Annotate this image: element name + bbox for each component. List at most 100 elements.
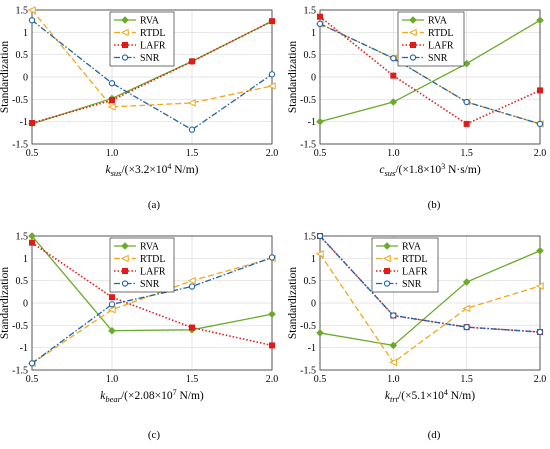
series-line-snr	[319, 235, 541, 333]
series-line-snr	[31, 19, 273, 131]
series-line-rva	[319, 19, 541, 123]
series-line-rva	[31, 235, 273, 332]
data-point-snr	[188, 126, 196, 133]
legend-box	[371, 237, 439, 293]
y-tick-label: -1	[308, 117, 316, 128]
data-point-rtdl	[107, 103, 116, 111]
data-point-lafr	[390, 72, 397, 79]
data-point-lafr	[463, 120, 470, 127]
series-lafr	[316, 13, 544, 127]
y-tick-label: -1.5	[12, 140, 28, 151]
x-axis-label: csus/(×1.8×103 N·s/m)	[379, 162, 480, 178]
data-point-snr	[390, 55, 397, 62]
y-tick-label: 0.5	[304, 276, 317, 287]
legend-label-snr: SNR	[402, 279, 422, 290]
x-tick-label: 1.0	[106, 374, 119, 385]
y-tick-label: 0	[23, 299, 28, 310]
x-tick-label: 0.5	[26, 148, 39, 159]
data-point-rtdl	[187, 99, 196, 107]
legend-marker-rtdl	[120, 254, 129, 263]
x-tick-label: 1.5	[460, 374, 473, 385]
legend-label-snr: SNR	[140, 53, 160, 64]
series-line-rtdl	[319, 253, 541, 364]
data-point-snr	[463, 323, 470, 331]
y-tick-label: -0.5	[300, 95, 316, 106]
y-tick-label: 1.5	[304, 6, 317, 17]
x-tick-label: 2.0	[266, 374, 279, 385]
y-tick-label: -1.5	[300, 140, 316, 151]
y-tick-label: 0	[23, 73, 28, 84]
series-snr	[316, 232, 544, 336]
data-point-snr	[108, 301, 116, 308]
y-tick-label: -0.5	[12, 321, 28, 332]
legend-marker-lafr	[122, 267, 129, 274]
data-point-rva	[316, 117, 324, 126]
y-tick-label: 0.5	[304, 50, 317, 61]
legend-label-rva: RVA	[402, 242, 422, 253]
x-tick-label: 1.0	[387, 374, 400, 385]
x-tick-label: 2.0	[534, 148, 547, 159]
data-point-rtdl	[107, 305, 116, 314]
data-point-lafr	[268, 342, 275, 349]
data-point-rva	[389, 341, 398, 350]
data-point-snr	[463, 98, 470, 106]
data-point-rva	[536, 16, 544, 25]
y-axis-label: Standardization	[287, 41, 299, 113]
legend-marker-rva	[121, 242, 129, 250]
panel-label: (c)	[148, 429, 161, 441]
data-point-lafr	[188, 58, 195, 65]
x-tick-label: 1.5	[186, 374, 199, 385]
series-snr	[28, 254, 276, 367]
y-tick-label: 1	[311, 28, 316, 39]
y-tick-label: -0.5	[12, 95, 28, 106]
y-tick-label: -1	[308, 343, 316, 354]
series-line-rva	[31, 20, 273, 125]
data-point-lafr	[109, 97, 116, 104]
legend-label-lafr: LAFR	[428, 41, 454, 52]
x-axis-label: kbear/(×2.08×107 N/m)	[100, 388, 204, 404]
legend-marker-snr	[383, 280, 391, 287]
y-tick-label: 1.5	[304, 232, 317, 243]
data-point-snr	[390, 312, 397, 319]
series-lafr	[28, 239, 275, 349]
legend-marker-rtdl	[120, 28, 129, 37]
legend-marker-lafr	[122, 42, 129, 49]
data-point-snr	[108, 80, 116, 87]
x-tick-label: 2.0	[266, 148, 279, 159]
data-point-rva	[108, 326, 116, 335]
legend-label-snr: SNR	[428, 53, 448, 64]
legend-label-rtdl: RTDL	[140, 254, 166, 265]
y-tick-label: -1.5	[12, 366, 28, 377]
plot-area-frame	[319, 9, 541, 145]
data-point-snr	[28, 17, 36, 24]
data-point-lafr	[28, 120, 35, 127]
legend-label-lafr: LAFR	[140, 41, 166, 52]
legend-label-rva: RVA	[140, 242, 160, 253]
data-point-snr	[316, 20, 324, 27]
y-axis-label: Standardization	[0, 267, 11, 339]
series-rtdl	[27, 6, 276, 111]
y-tick-label: -1	[20, 117, 28, 128]
legend-marker-rva	[409, 16, 417, 24]
x-tick-label: 1.0	[106, 148, 119, 159]
series-rtdl	[315, 250, 544, 367]
y-tick-label: -1.5	[300, 366, 316, 377]
data-point-rva	[268, 310, 276, 318]
data-point-lafr	[188, 324, 195, 331]
data-point-rtdl	[267, 82, 276, 90]
data-point-rva	[389, 98, 398, 106]
data-point-rva	[536, 246, 544, 255]
legend-box	[109, 237, 175, 293]
y-tick-label: 1	[23, 254, 28, 265]
series-snr	[28, 17, 276, 133]
data-point-rtdl	[388, 358, 398, 367]
y-tick-label: 0	[311, 73, 316, 84]
data-point-lafr	[109, 294, 116, 301]
legend-marker-rtdl	[408, 28, 417, 37]
data-point-rva	[316, 329, 324, 337]
x-tick-label: 0.5	[314, 374, 327, 385]
